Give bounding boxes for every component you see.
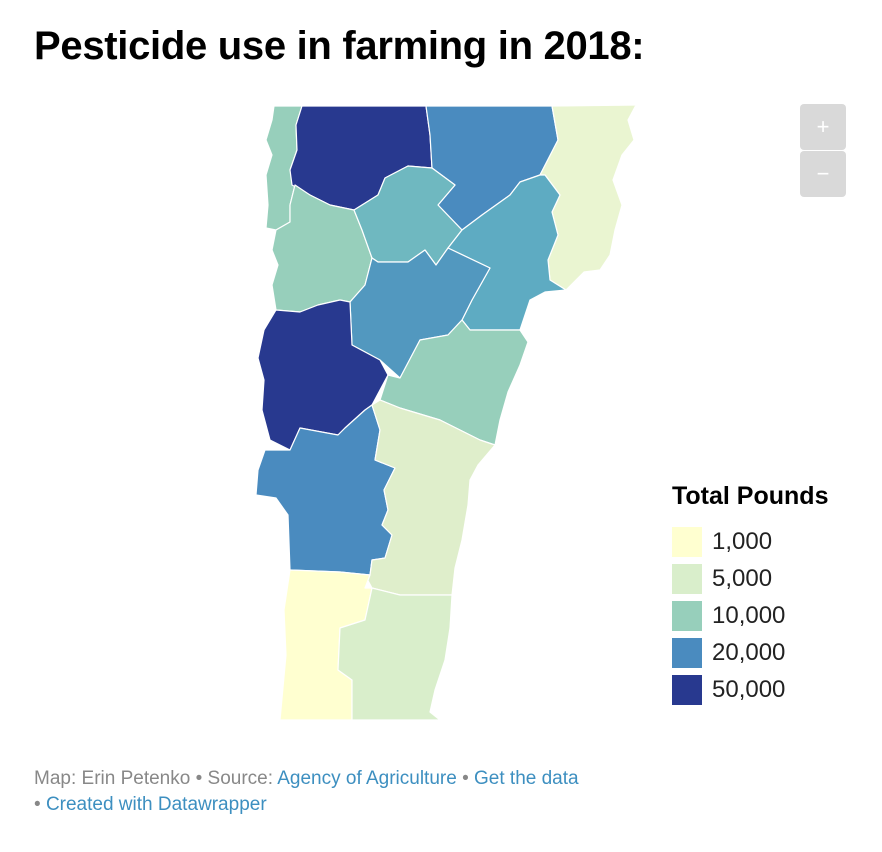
get-data-link[interactable]: Get the data — [474, 768, 579, 789]
legend-item: 5,000 — [672, 560, 828, 597]
legend-label: 50,000 — [712, 675, 786, 703]
legend-item: 10,000 — [672, 597, 828, 634]
legend-swatch — [672, 526, 702, 557]
zoom-in-button[interactable]: + — [800, 104, 846, 150]
legend-swatch — [672, 637, 702, 668]
legend-swatch — [672, 600, 702, 631]
legend-label: 10,000 — [712, 601, 786, 629]
legend-item: 1,000 — [672, 523, 828, 560]
legend-label: 5,000 — [712, 564, 773, 592]
chart-title: Pesticide use in farming in 2018: — [34, 24, 645, 68]
legend-swatch — [672, 674, 702, 705]
legend-label: 20,000 — [712, 638, 786, 666]
legend-item: 20,000 — [672, 634, 828, 671]
legend-label: 1,000 — [712, 527, 773, 555]
legend: Total Pounds 1,000 5,000 10,000 20,000 5… — [672, 482, 828, 708]
legend-title: Total Pounds — [672, 482, 829, 510]
separator: • — [462, 768, 469, 789]
county-windham[interactable] — [337, 587, 453, 721]
zoom-out-button[interactable]: − — [800, 151, 846, 197]
datawrapper-link[interactable]: Created with Datawrapper — [45, 794, 267, 815]
map-credit: Map: Erin Petenko — [34, 768, 191, 789]
legend-swatch — [672, 563, 702, 594]
footer-credits: Map: Erin Petenko • Source: Agency of Ag… — [34, 766, 734, 818]
source-link[interactable]: Agency of Agriculture — [277, 768, 457, 789]
source-prefix: Source: — [207, 768, 274, 789]
legend-item: 50,000 — [672, 671, 828, 708]
vermont-county-map — [255, 104, 637, 721]
separator: • — [34, 794, 41, 815]
separator: • — [195, 768, 203, 789]
